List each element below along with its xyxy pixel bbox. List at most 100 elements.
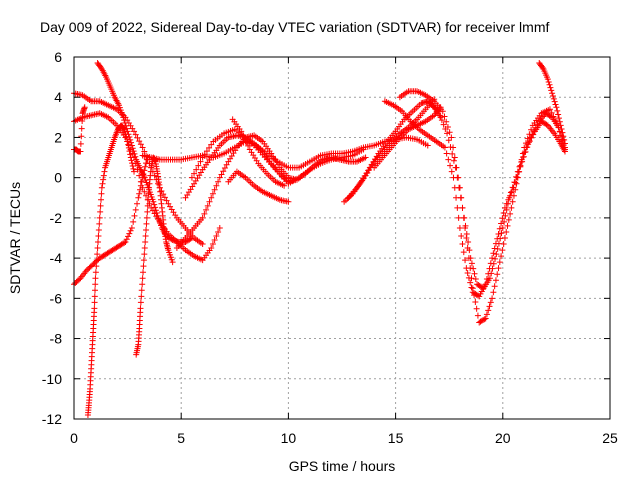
data-point xyxy=(93,263,100,270)
data-point xyxy=(489,295,496,302)
data-point xyxy=(446,129,453,136)
data-point xyxy=(120,114,127,121)
x-tick-label: 0 xyxy=(70,430,78,446)
data-point xyxy=(153,210,160,217)
data-point xyxy=(120,125,127,132)
data-point xyxy=(91,305,98,312)
data-point xyxy=(137,299,144,306)
data-point xyxy=(528,134,535,141)
data-point xyxy=(494,271,501,278)
data-point xyxy=(168,236,175,243)
data-point xyxy=(460,249,467,256)
data-point xyxy=(136,190,143,197)
data-point xyxy=(489,255,496,262)
data-point xyxy=(451,154,458,161)
data-point xyxy=(143,160,150,167)
data-point xyxy=(208,245,215,252)
data-point xyxy=(137,141,144,148)
data-point xyxy=(208,194,215,201)
data-point xyxy=(503,206,510,213)
data-point xyxy=(209,190,216,197)
data-point xyxy=(92,281,99,288)
data-point xyxy=(437,112,444,119)
data-point xyxy=(504,200,511,207)
data-point xyxy=(204,202,211,209)
data-point xyxy=(132,153,139,160)
data-point xyxy=(91,293,98,300)
data-point xyxy=(141,188,148,195)
data-point xyxy=(211,237,218,244)
data-point xyxy=(492,255,499,262)
data-point xyxy=(293,176,300,183)
data-point xyxy=(143,220,150,227)
data-point xyxy=(556,118,563,125)
data-point xyxy=(141,251,148,258)
data-point xyxy=(93,257,100,264)
data-point xyxy=(549,90,556,97)
data-point xyxy=(454,204,461,211)
data-point xyxy=(223,161,230,168)
data-point xyxy=(81,104,88,111)
data-point xyxy=(197,158,204,165)
data-point xyxy=(95,226,102,233)
data-point xyxy=(243,139,250,146)
data-point xyxy=(121,239,128,246)
data-point xyxy=(91,299,98,306)
data-point xyxy=(239,132,246,139)
data-point xyxy=(440,121,447,128)
data-point xyxy=(468,284,475,291)
data-point xyxy=(241,135,248,142)
data-point xyxy=(461,214,468,221)
data-point xyxy=(188,235,195,241)
axes: 0 5 10 15 20 25 -12 -10 -8 -6 -4 -2 0 2 4 6 xyxy=(42,49,618,446)
data-point xyxy=(490,260,497,267)
data-point xyxy=(503,228,510,235)
data-point xyxy=(221,165,228,172)
data-point xyxy=(151,201,158,208)
data-point xyxy=(448,168,455,175)
data-point xyxy=(218,171,225,178)
data-point xyxy=(142,239,149,246)
data-point xyxy=(552,101,559,108)
data-point xyxy=(206,198,213,205)
data-point xyxy=(95,239,102,246)
data-point xyxy=(92,269,99,276)
data-point xyxy=(131,128,138,135)
data-point xyxy=(491,283,498,290)
data-point xyxy=(201,210,208,217)
data-point xyxy=(488,270,495,277)
data-point xyxy=(464,269,471,276)
data-point xyxy=(188,174,195,181)
data-point xyxy=(494,245,501,252)
data-point xyxy=(76,276,83,283)
data-point xyxy=(501,218,508,225)
data-point xyxy=(96,220,103,227)
data-point xyxy=(139,281,146,288)
data-point xyxy=(472,276,479,283)
data-point xyxy=(362,154,369,161)
data-point xyxy=(483,311,490,318)
data-point xyxy=(126,230,133,237)
data-point xyxy=(547,84,554,91)
y-tick-label: -8 xyxy=(50,331,63,347)
data-point xyxy=(513,173,520,180)
data-point xyxy=(495,240,502,247)
data-point xyxy=(441,144,448,151)
data-point xyxy=(498,230,505,237)
data-point xyxy=(479,284,486,291)
data-point xyxy=(92,287,99,294)
data-point xyxy=(486,303,493,310)
data-point xyxy=(455,214,462,221)
data-point xyxy=(498,253,505,260)
data-point xyxy=(471,270,478,277)
x-tick-label: 5 xyxy=(177,430,185,446)
data-point xyxy=(140,257,147,264)
data-point xyxy=(140,269,147,276)
data-point xyxy=(471,292,478,299)
data-point xyxy=(213,232,220,239)
data-point xyxy=(211,186,218,193)
data-point xyxy=(128,224,135,231)
data-point xyxy=(438,117,445,124)
plot-frame xyxy=(73,56,611,420)
series-prn-j xyxy=(229,116,288,189)
